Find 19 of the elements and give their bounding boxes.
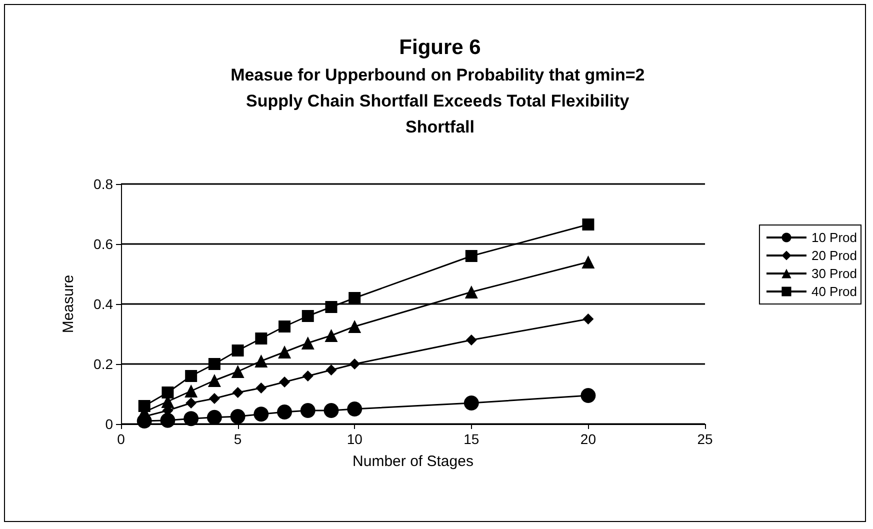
y-tick-label: 0.8 bbox=[94, 176, 114, 192]
y-tick-label: 0.2 bbox=[94, 356, 114, 372]
y-tick-label: 0 bbox=[105, 416, 114, 432]
x-tick-label: 20 bbox=[580, 431, 596, 447]
x-tick-label: 25 bbox=[697, 431, 713, 447]
y-tick-label: 0.6 bbox=[94, 236, 114, 252]
x-tick-label: 15 bbox=[464, 431, 480, 447]
y-axis-title: Measure bbox=[60, 274, 77, 334]
x-axis-title: Number of Stages bbox=[352, 453, 474, 470]
chart-subtitle: Measue for Upperbound on Probability that gmin=2 Supply Chain Shortfall Exceeds Total Flexibility Shortfall bbox=[230, 66, 650, 136]
x-tick-label: 0 bbox=[117, 431, 126, 447]
x-tick-label: 10 bbox=[346, 431, 363, 447]
legend-label: 40 Prod bbox=[811, 284, 858, 299]
legend-label: 10 Prod bbox=[811, 230, 858, 245]
legend-label: 30 Prod bbox=[811, 266, 858, 281]
legend-label: 20 Prod bbox=[811, 248, 858, 263]
chart-title: Figure 6 bbox=[399, 36, 481, 59]
y-tick-label: 0.4 bbox=[94, 296, 114, 312]
x-tick-label: 5 bbox=[234, 431, 242, 447]
